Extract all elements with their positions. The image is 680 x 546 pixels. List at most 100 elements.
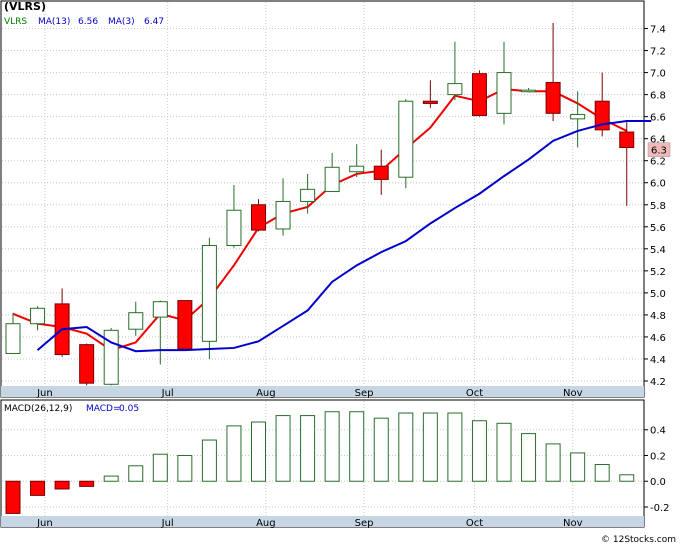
candle-body — [275, 200, 291, 230]
candle — [545, 23, 561, 122]
legend-ma13-value: 6.56 — [78, 17, 98, 27]
legend-vlrs: VLRS — [4, 17, 27, 27]
macd-x-tick-label: Jul — [161, 518, 174, 529]
candle-body — [300, 188, 316, 202]
macd-x-tick-label: Oct — [466, 518, 483, 529]
candle — [521, 88, 537, 93]
price-y-tick-label: 5.2 — [650, 267, 666, 278]
macd-plot-frame — [0, 399, 645, 528]
macd-y-tick-label: 0.0 — [650, 477, 666, 488]
candle — [5, 312, 21, 354]
price-x-tick-label: Nov — [563, 388, 583, 399]
macd-bar — [594, 464, 610, 482]
macd-bar — [103, 475, 119, 482]
macd-y-tick-label: 0.4 — [650, 426, 666, 437]
price-y-tick-label: 6.8 — [650, 91, 666, 102]
macd-y-tick-label: -0.2 — [650, 503, 670, 514]
macd-bar — [251, 421, 266, 482]
price-x-axis: Jun Jul Aug Sep Oct Nov — [36, 388, 582, 399]
macd-bar — [324, 411, 340, 482]
price-y-tick-label: 5.0 — [650, 289, 666, 300]
candle-body — [471, 73, 487, 117]
macd-bar — [422, 412, 438, 482]
legend-macd-params: MACD(26,12,9) — [4, 404, 72, 414]
candle-body — [152, 301, 168, 318]
last-price-marker: 6.3 — [647, 142, 671, 157]
price-y-tick-label: 6.4 — [650, 135, 666, 146]
last-price-box — [647, 142, 671, 157]
candle — [300, 173, 316, 214]
candle — [177, 300, 193, 351]
candle — [619, 122, 635, 206]
price-x-tick-label: Jul — [161, 388, 174, 399]
macd-bar — [521, 433, 537, 482]
legend-ma13-label: MA(13) — [38, 17, 70, 27]
macd-bar — [275, 415, 291, 482]
legend-ma3-label: MA(3) — [108, 17, 135, 27]
price-y-tick-label: 7.0 — [650, 69, 666, 80]
candle — [398, 99, 414, 189]
macd-bars — [5, 411, 635, 514]
candle — [251, 199, 266, 232]
candle-body — [177, 300, 193, 350]
candle — [152, 300, 168, 365]
macd-bar — [619, 474, 635, 482]
macd-bar — [30, 480, 46, 496]
price-y-tick-label: 4.6 — [650, 333, 666, 344]
macd-panel: 0.4 0.2 0.0 -0.2 Jun Jul Aug Sep Oct Nov MACD(26… — [0, 399, 670, 529]
price-y-tick-label: 7.4 — [650, 25, 666, 36]
candle-body — [422, 100, 438, 104]
macd-bar — [471, 420, 487, 482]
candle — [103, 328, 119, 386]
macd-bar — [373, 417, 389, 482]
price-plot-frame — [0, 0, 645, 398]
macd-bar — [128, 465, 144, 482]
candle-body — [349, 165, 365, 173]
legend-ma3-value: 6.47 — [144, 17, 164, 27]
macd-bar — [201, 439, 217, 482]
candle-body — [128, 312, 144, 330]
candle-body — [570, 113, 586, 120]
price-y-axis: 4.2 4.4 4.6 4.8 5.0 5.2 5.4 5.6 5.8 6.0 6.2 6.4 6.6 6… — [644, 25, 666, 388]
candle-body — [79, 344, 95, 384]
candle-body — [251, 204, 266, 231]
candle — [422, 80, 438, 108]
price-y-tick-label: 5.6 — [650, 223, 666, 234]
macd-bar — [54, 480, 70, 490]
legend-macd-value: 0.05 — [119, 404, 139, 414]
candle-body — [5, 323, 21, 354]
candle — [128, 301, 144, 336]
ticker-label: (VLRS) — [4, 0, 46, 13]
macd-x-tick-label: Jun — [36, 518, 53, 529]
macd-bar — [349, 411, 365, 482]
price-x-tick-label: Jun — [36, 388, 53, 399]
copyright-text: © 12Stocks.com — [601, 535, 676, 545]
price-y-tick-label: 4.4 — [650, 355, 666, 366]
price-y-tick-label: 4.8 — [650, 311, 666, 322]
candle — [594, 72, 610, 137]
candle-body — [30, 307, 46, 325]
candle-body — [496, 72, 512, 114]
candle — [226, 184, 242, 248]
macd-bar — [300, 415, 316, 482]
macd-bar — [398, 412, 414, 482]
macd-bar — [79, 480, 95, 487]
macd-bar — [226, 425, 242, 482]
macd-x-tick-label: Nov — [563, 518, 583, 529]
candle — [324, 152, 340, 193]
macd-x-tick-label: Aug — [256, 518, 276, 529]
price-y-tick-label: 6.0 — [650, 179, 666, 190]
ma13-series-line — [36, 120, 652, 353]
price-legend: (VLRS) VLRS MA(13) 6.56 MA(3) 6.47 — [4, 0, 164, 27]
price-x-axis-strip — [1, 386, 644, 397]
macd-bar — [570, 452, 586, 482]
macd-legend: MACD(26,12,9) MACD = 0.05 — [4, 404, 139, 414]
price-y-tick-label: 6.6 — [650, 113, 666, 124]
macd-bar — [496, 422, 512, 482]
candle-body — [545, 81, 561, 114]
macd-bar — [447, 412, 463, 482]
macd-bar — [545, 443, 561, 482]
price-x-tick-label: Aug — [256, 388, 276, 399]
candlesticks — [5, 23, 635, 386]
candle — [79, 343, 95, 386]
